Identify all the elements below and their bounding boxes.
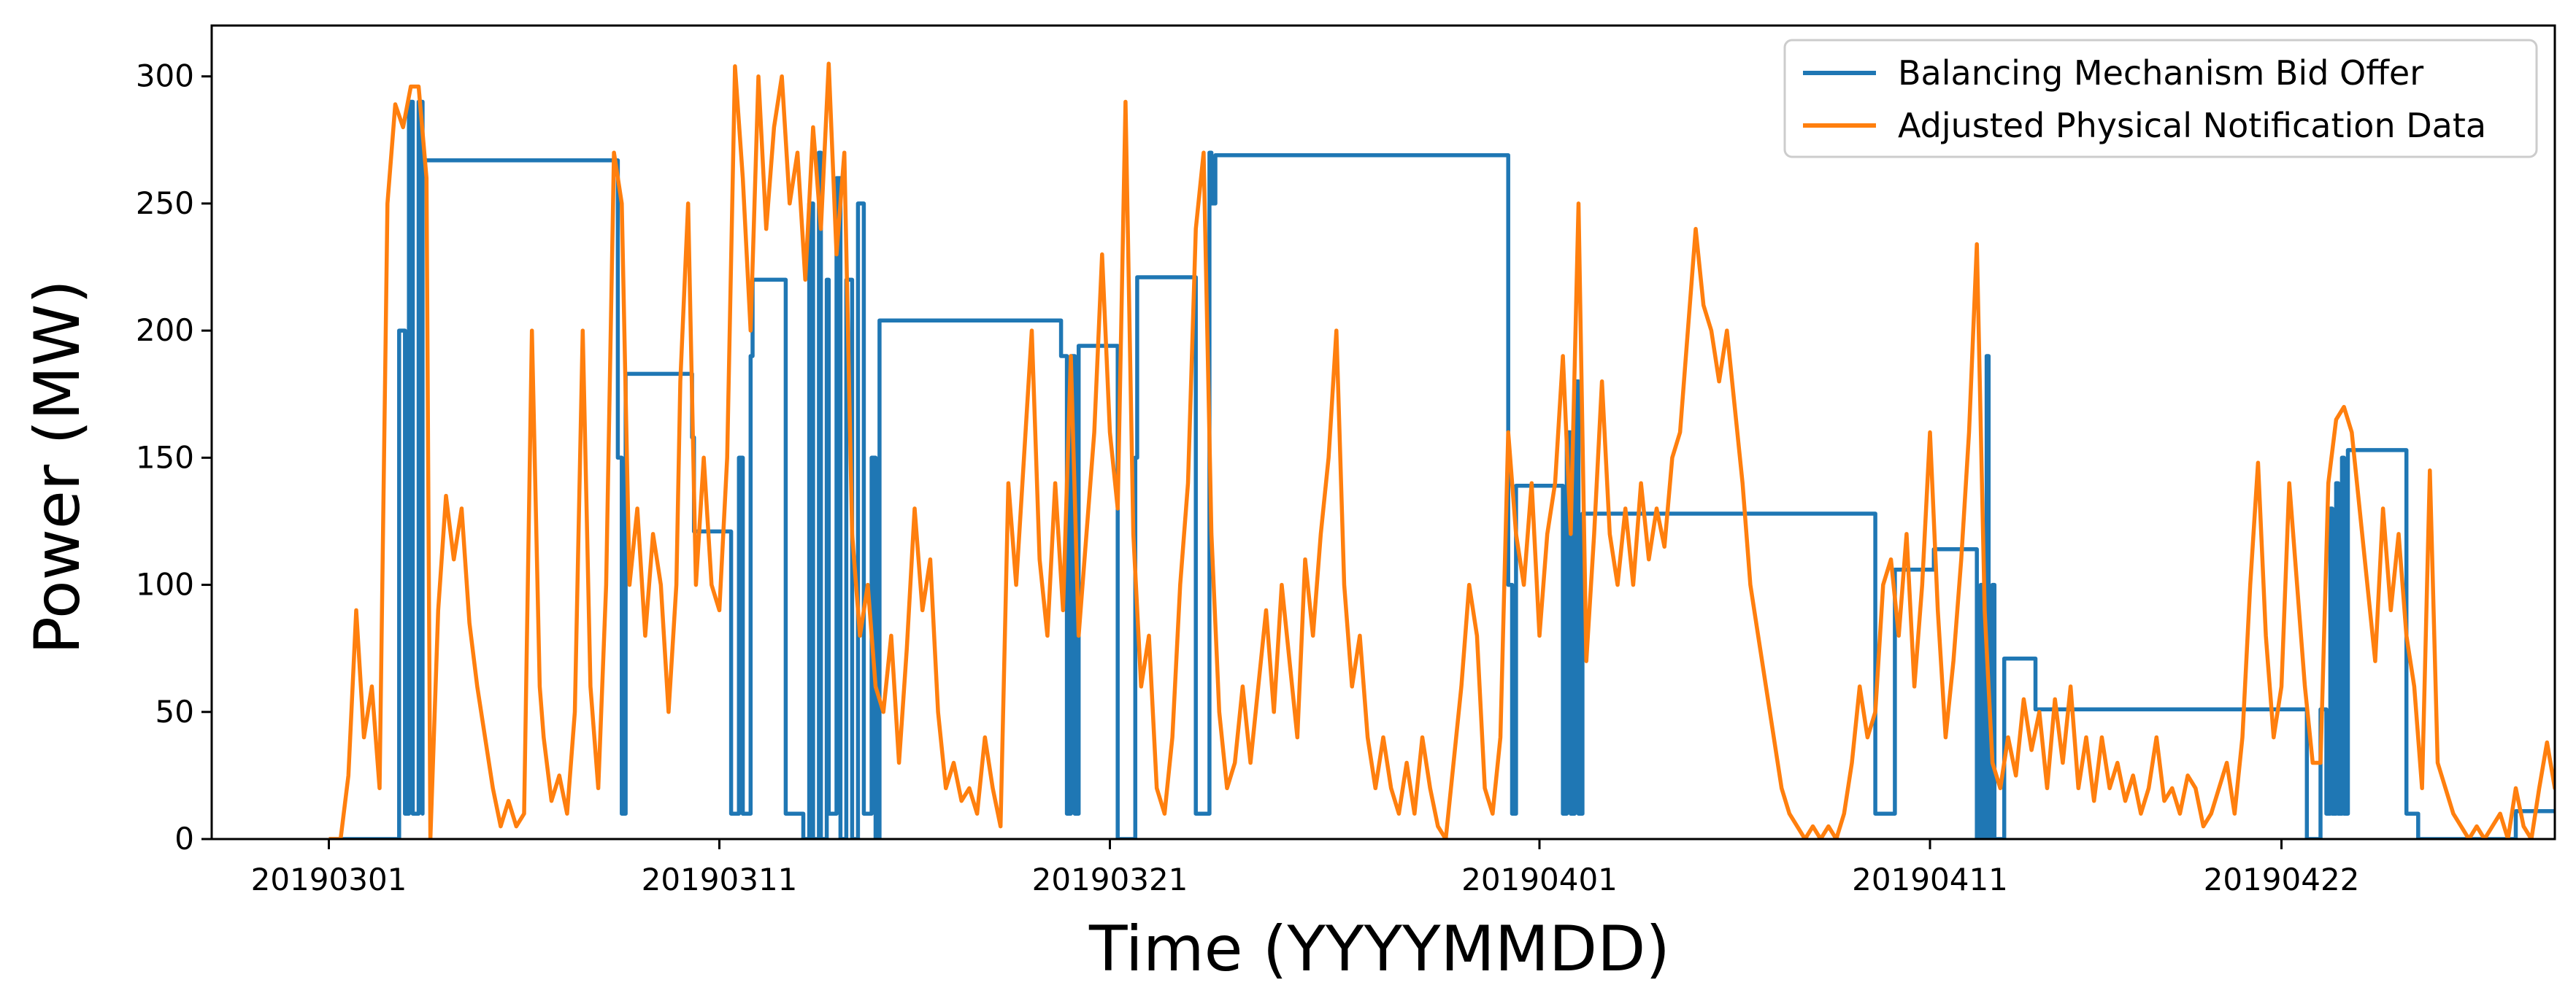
series-line-0 — [328, 99, 2555, 839]
x-tick-label: 20190321 — [1032, 862, 1188, 897]
series-line-1 — [328, 61, 2555, 839]
legend-label: Adjusted Physical Notification Data — [1898, 106, 2486, 145]
y-axis-title: Power (MW) — [21, 279, 94, 654]
x-axis-title: Time (YYYYMMDD) — [1088, 913, 1670, 986]
y-tick-label: 200 — [136, 312, 194, 348]
y-tick-label: 100 — [136, 567, 194, 603]
x-tick-label: 20190422 — [2204, 862, 2360, 897]
legend-box — [1783, 39, 2538, 158]
axes: 0 50 100 150 200 250 300 20190301 20190311 201903… — [136, 24, 2556, 897]
legend-label: Balancing Mechanism Bid Offer — [1898, 53, 2423, 93]
legend: Balancing Mechanism Bid Offer Adjusted Ph… — [1783, 39, 2538, 158]
y-tick-label: 50 — [155, 694, 194, 730]
y-tick-label: 0 — [174, 821, 194, 857]
y-tick-label: 300 — [136, 58, 194, 94]
x-tick-label: 20190301 — [251, 862, 407, 897]
plot-area — [328, 61, 2555, 839]
y-tick-label: 150 — [136, 439, 194, 475]
x-tick-label: 20190411 — [1852, 862, 2008, 897]
axes-frame — [210, 24, 2556, 841]
x-tick-label: 20190311 — [642, 862, 798, 897]
x-tick-label: 20190401 — [1461, 862, 1618, 897]
y-tick-label: 250 — [136, 185, 194, 221]
